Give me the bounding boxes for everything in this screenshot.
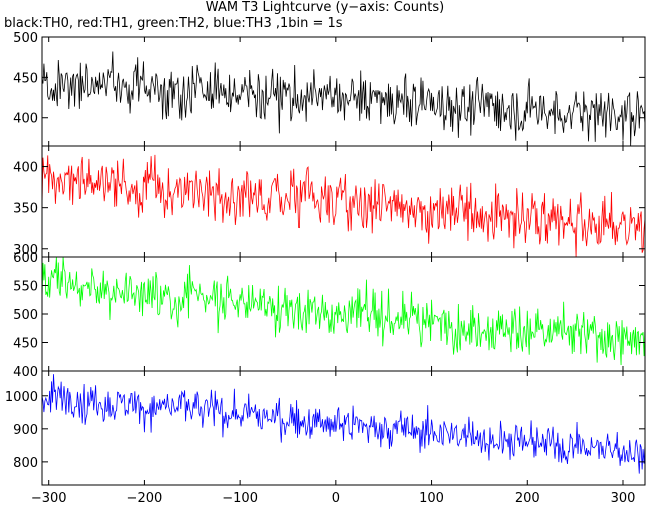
- series-line-th2: [41, 256, 646, 366]
- x-tick-label: 0: [332, 491, 340, 505]
- y-tick-label: 550: [13, 280, 38, 295]
- panel-frame: [41, 145, 646, 258]
- y-tick-label: 1000: [5, 390, 38, 405]
- series-line-th1: [41, 154, 646, 258]
- x-tick-label: 200: [515, 491, 540, 505]
- x-tick-label: 100: [419, 491, 444, 505]
- series-line-th3: [41, 374, 646, 474]
- y-tick-label: 400: [13, 161, 38, 176]
- panel-th2: 400 450 500 550 600: [13, 251, 646, 380]
- y-tick-label: 500: [13, 308, 38, 323]
- y-tick-label: 600: [13, 251, 38, 266]
- panel-th1: 300 350 400: [13, 145, 646, 258]
- y-tick-label: 800: [13, 456, 38, 471]
- y-tick-label: 400: [13, 112, 38, 127]
- series-line-th0: [41, 51, 646, 147]
- y-tick-label: 350: [13, 202, 38, 217]
- x-tick-label: −100: [222, 491, 258, 505]
- x-tick-label: −300: [31, 491, 67, 505]
- chart-title: WAM T3 Lightcurve (y−axis: Counts): [205, 0, 445, 15]
- y-tick-label: 300: [13, 243, 38, 258]
- panel-th0: 400 450 500: [13, 31, 646, 147]
- panel-th3: 800 900 1000: [5, 370, 646, 486]
- y-tick-label: 450: [13, 337, 38, 352]
- y-tick-label: 900: [13, 423, 38, 438]
- x-axis: −300 −200 −100 0 100 200 300: [31, 491, 636, 505]
- x-tick-label: −200: [127, 491, 163, 505]
- y-tick-label: 500: [13, 31, 38, 46]
- chart-subtitle: black:TH0, red:TH1, green:TH2, blue:TH3 …: [4, 16, 343, 31]
- panel-frame: [41, 256, 646, 372]
- y-tick-label: 450: [13, 71, 38, 86]
- panel-frame: [41, 370, 646, 486]
- y-tick-label: 400: [13, 365, 38, 380]
- x-tick-label: 300: [611, 491, 636, 505]
